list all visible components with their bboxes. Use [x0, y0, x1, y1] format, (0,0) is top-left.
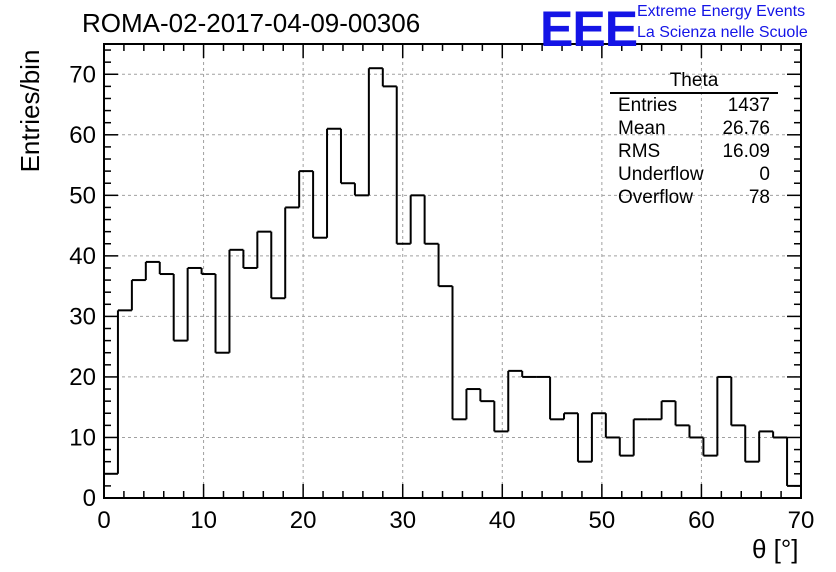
x-tick-label: 30	[389, 507, 416, 534]
y-tick-label: 40	[69, 243, 96, 270]
y-tick-label: 20	[69, 364, 96, 391]
stats-row-underflow: Underflow 0	[610, 163, 778, 186]
y-tick-label: 30	[69, 303, 96, 330]
stats-label: Overflow	[618, 187, 693, 208]
stats-row-entries: Entries 1437	[610, 94, 778, 117]
stats-value: 26.76	[722, 118, 770, 139]
stats-row-rms: RMS 16.09	[610, 140, 778, 163]
logo-line-2: La Scienza nelle Scuole	[637, 24, 808, 41]
logo-line-1: Extreme Energy Events	[637, 3, 806, 20]
x-tick-label: 50	[589, 507, 616, 534]
eee-logo: EEE	[540, 1, 638, 57]
x-tick-label: 70	[788, 507, 815, 534]
y-tick-label: 60	[69, 122, 96, 149]
x-tick-label: 20	[290, 507, 317, 534]
stats-row-mean: Mean 26.76	[610, 117, 778, 140]
stats-value: 16.09	[722, 141, 770, 162]
x-axis-label: θ [°]	[752, 534, 799, 564]
stats-value: 78	[748, 187, 770, 208]
x-tick-label: 10	[190, 507, 217, 534]
x-tick-label: 60	[688, 507, 715, 534]
stats-label: Underflow	[618, 164, 704, 185]
y-tick-label: 50	[69, 182, 96, 209]
y-tick-label: 10	[69, 424, 96, 451]
stats-label: Mean	[618, 118, 666, 139]
stats-row-overflow: Overflow 78	[610, 186, 778, 209]
stats-value: 1437	[727, 95, 770, 116]
y-tick-label: 70	[69, 61, 96, 88]
stats-title: Theta	[610, 70, 778, 94]
y-axis-label: Entries/bin	[15, 49, 45, 173]
stats-value: 0	[759, 164, 770, 185]
x-tick-label: 40	[489, 507, 516, 534]
x-tick-label: 0	[97, 507, 110, 534]
chart-title: ROMA-02-2017-04-09-00306	[82, 8, 421, 38]
stats-box: Theta Entries 1437 Mean 26.76 RMS 16.09 …	[610, 70, 778, 209]
plot-frame	[103, 43, 802, 499]
stats-label: Entries	[618, 95, 678, 116]
stats-label: RMS	[618, 141, 661, 162]
y-tick-label: 0	[83, 485, 96, 512]
